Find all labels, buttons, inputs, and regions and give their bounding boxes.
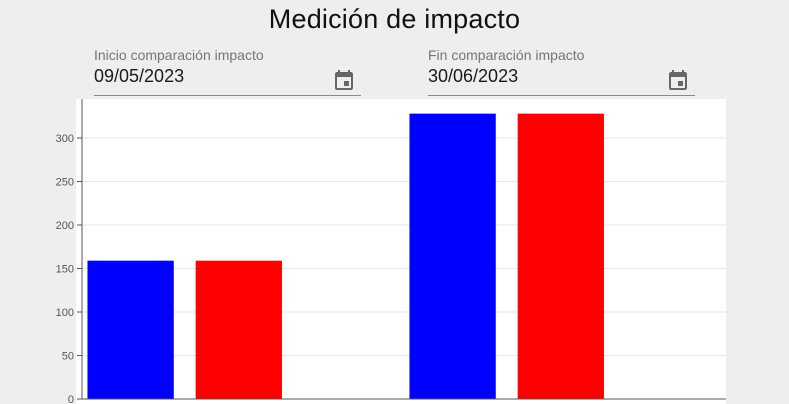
calendar-icon[interactable] — [332, 68, 356, 92]
y-tick-label: 300 — [56, 133, 74, 145]
bar[interactable] — [195, 260, 282, 399]
chart-area — [76, 99, 726, 404]
page-title: Medición de impacto — [268, 4, 521, 34]
start-date-value[interactable]: 09/05/2023 — [94, 66, 185, 86]
y-axis-ticks: 0 50 100 150 200 250 300 — [56, 133, 82, 404]
y-tick-label: 100 — [56, 307, 74, 319]
bar[interactable] — [409, 113, 496, 399]
y-tick-label: 200 — [56, 220, 74, 232]
start-date-field[interactable]: Inicio comparación impacto 09/05/2023 — [94, 46, 361, 96]
bar[interactable] — [517, 113, 604, 399]
axes — [81, 99, 726, 400]
end-date-label: Fin comparación impacto — [428, 47, 585, 63]
start-date-label: Inicio comparación impacto — [94, 47, 264, 63]
grid-lines — [82, 137, 726, 356]
y-tick-label: 50 — [62, 351, 74, 363]
bars — [87, 113, 604, 399]
end-date-value[interactable]: 30/06/2023 — [428, 66, 519, 86]
end-date-field[interactable]: Fin comparación impacto 30/06/2023 — [428, 46, 695, 96]
calendar-icon[interactable] — [666, 68, 690, 92]
y-tick-label: 150 — [56, 264, 74, 276]
y-tick-label: 0 — [68, 394, 74, 404]
bar[interactable] — [87, 260, 174, 399]
y-tick-label: 250 — [56, 177, 74, 189]
